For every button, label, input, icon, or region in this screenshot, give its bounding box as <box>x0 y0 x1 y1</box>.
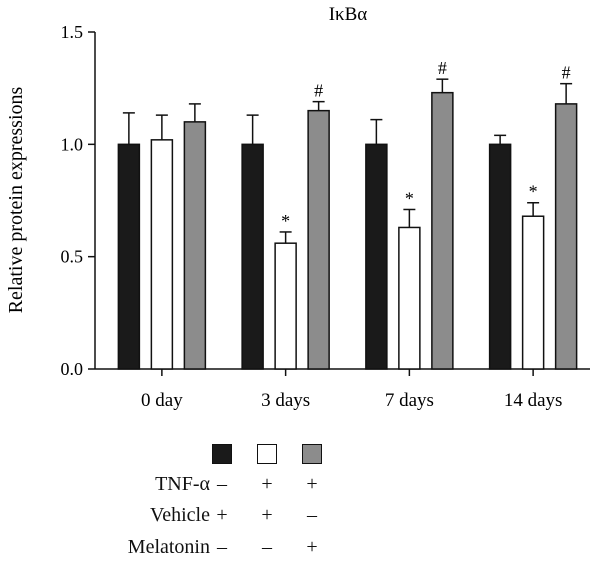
y-tick-label: 0.5 <box>61 247 84 267</box>
significance-marker: * <box>405 188 414 208</box>
bar <box>274 242 297 370</box>
significance-marker: # <box>438 58 447 78</box>
x-tick-label: 14 days <box>504 390 563 411</box>
bar <box>398 226 421 370</box>
plot-area: 0.0 0.5 1.0 1.5 0 day 3 days * #7 days * #14 days… <box>61 22 590 411</box>
bar <box>183 121 207 370</box>
bar <box>150 139 174 370</box>
significance-marker: # <box>562 63 571 83</box>
y-axis-title: Relative protein expressions <box>5 86 27 313</box>
y-tick-label: 0.0 <box>61 359 84 379</box>
significance-marker: * <box>529 182 538 202</box>
y-tick-label: 1.0 <box>61 134 84 154</box>
x-tick-label: 0 day <box>141 390 183 411</box>
bar <box>117 143 141 370</box>
bar <box>488 143 512 370</box>
significance-marker: # <box>314 81 323 101</box>
x-tick-label: 7 days <box>385 390 434 411</box>
x-tick-label: 3 days <box>261 390 310 411</box>
bar <box>521 215 545 370</box>
bar <box>241 143 264 370</box>
bar <box>431 91 454 370</box>
bar <box>554 103 578 370</box>
bar <box>307 109 330 370</box>
bar <box>365 143 388 370</box>
chart-title: IκBα <box>329 4 368 25</box>
y-tick-label: 1.5 <box>61 22 84 42</box>
significance-marker: * <box>281 211 290 231</box>
